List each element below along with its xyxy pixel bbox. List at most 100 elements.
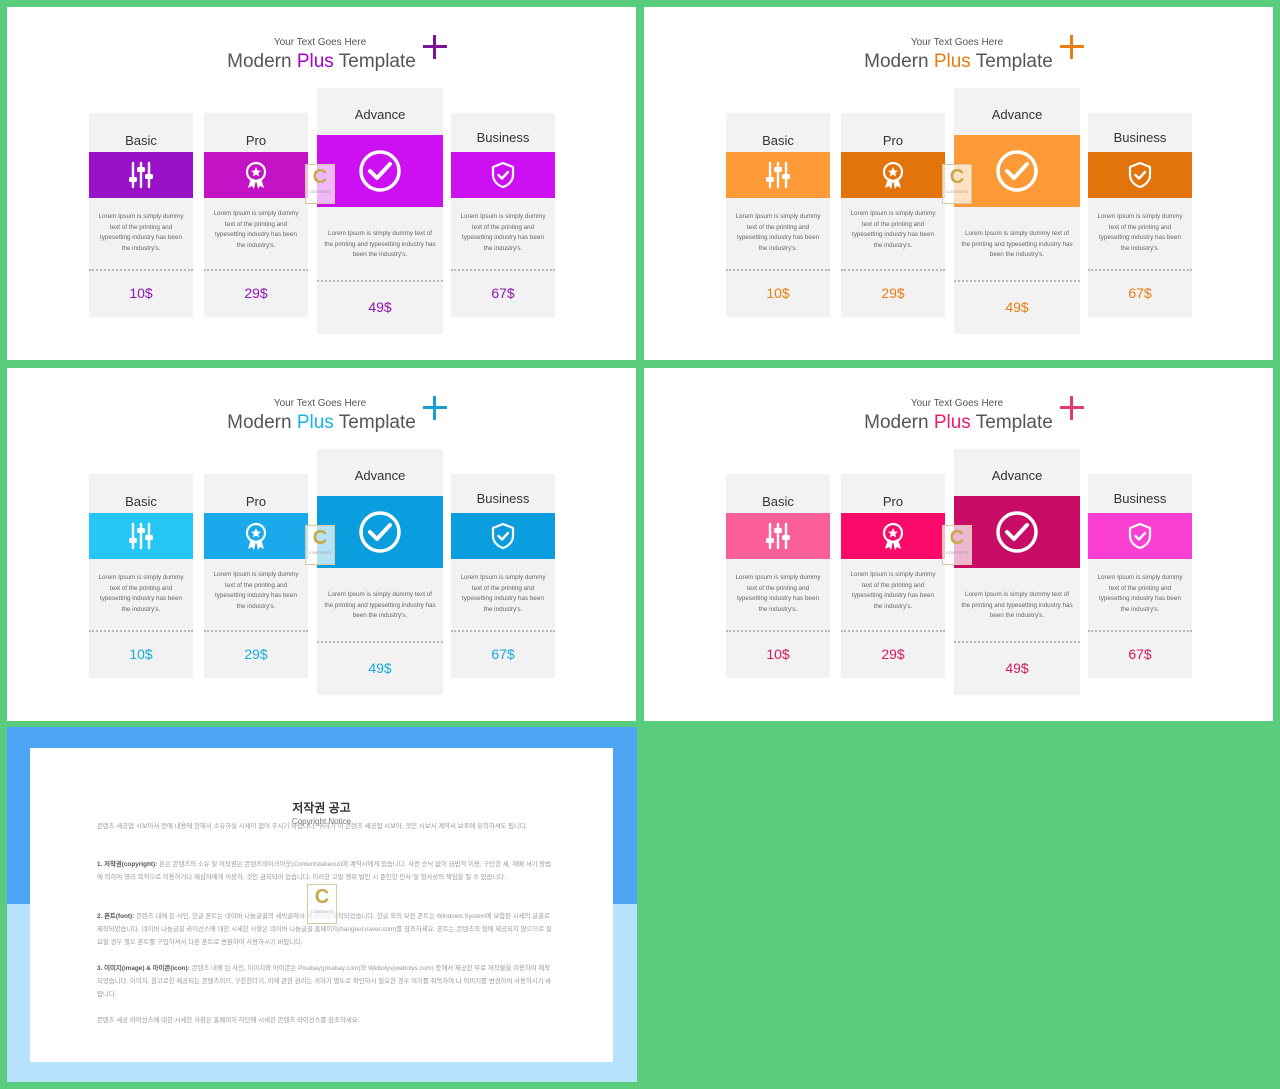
pricing-card-business[interactable]: Business Lorem Ipsum is simply dummy tex… <box>1088 474 1192 678</box>
watermark-text: CONTENTS <box>946 550 968 555</box>
plan-description: Lorem Ipsum is simply dummy text of the … <box>850 571 936 610</box>
plan-price: 29$ <box>881 646 905 662</box>
award-ribbon-icon <box>241 160 271 190</box>
title-accent: Plus <box>296 412 334 433</box>
pricing-card-basic[interactable]: Basic Lorem Ipsum is simply dummy text o… <box>89 113 193 317</box>
plan-name: Business <box>1113 491 1167 506</box>
pricing-card-advance[interactable]: Advance Lorem Ipsum is simply dummy text… <box>954 88 1080 334</box>
watermark-text: CONTENTS <box>309 189 331 194</box>
shield-check-icon <box>488 160 518 190</box>
plan-name: Business <box>1113 130 1167 145</box>
plan-divider <box>726 269 830 271</box>
title-prefix: Modern <box>864 412 934 433</box>
plan-divider <box>954 641 1080 643</box>
pricing-card-pro[interactable]: Pro Lorem Ipsum is simply dummy text of … <box>841 474 945 678</box>
plan-color-band <box>89 152 193 198</box>
slide-title: Modern Plus Template <box>644 51 1273 73</box>
pricing-slide: Your Text Goes Here Modern Plus Template… <box>7 7 636 360</box>
title-suffix: Template <box>333 51 416 72</box>
plan-description: Lorem Ipsum is simply dummy text of the … <box>961 230 1073 258</box>
plan-name: Business <box>476 130 530 145</box>
plan-price: 10$ <box>129 646 153 662</box>
plus-icon <box>423 396 447 420</box>
plan-price: 49$ <box>1005 660 1029 676</box>
watermark-stamp: C CONTENTS <box>305 525 335 565</box>
pricing-slide: Your Text Goes Here Modern Plus Template… <box>644 368 1273 721</box>
plan-name: Basic <box>762 133 794 148</box>
award-ribbon-icon <box>878 160 908 190</box>
plan-color-band <box>89 513 193 559</box>
plan-price: 67$ <box>1128 285 1152 301</box>
watermark-letter: C <box>949 166 965 188</box>
watermark-letter: C <box>314 886 330 908</box>
plan-price: 49$ <box>368 660 392 676</box>
plan-price: 10$ <box>766 285 790 301</box>
plan-description: Lorem Ipsum is simply dummy text of the … <box>460 213 546 252</box>
pricing-card-advance[interactable]: Advance Lorem Ipsum is simply dummy text… <box>317 88 443 334</box>
plan-price: 10$ <box>129 285 153 301</box>
plan-description: Lorem Ipsum is simply dummy text of the … <box>98 213 184 252</box>
pricing-card-business[interactable]: Business Lorem Ipsum is simply dummy tex… <box>451 474 555 678</box>
plan-name: Pro <box>245 133 267 148</box>
plan-description: Lorem Ipsum is simply dummy text of the … <box>98 574 184 613</box>
plan-color-band <box>841 152 945 198</box>
copyright-title: 저작권 공고 <box>292 801 351 815</box>
plan-divider <box>954 280 1080 282</box>
plan-name: Pro <box>245 494 267 509</box>
plan-color-band <box>954 496 1080 568</box>
watermark-stamp: C CONTENTS <box>305 164 335 204</box>
plan-color-band <box>954 135 1080 207</box>
slide-title: Modern Plus Template <box>7 412 636 434</box>
watermark-stamp: C CONTENTS <box>942 525 972 565</box>
plan-divider <box>89 269 193 271</box>
check-circle-icon <box>995 510 1039 554</box>
plan-description: Lorem Ipsum is simply dummy text of the … <box>324 230 436 258</box>
plan-price: 29$ <box>244 646 268 662</box>
pricing-card-advance[interactable]: Advance Lorem Ipsum is simply dummy text… <box>317 449 443 695</box>
title-prefix: Modern <box>227 51 297 72</box>
plan-price: 29$ <box>881 285 905 301</box>
plan-name: Pro <box>882 494 904 509</box>
watermark-text: CONTENTS <box>309 550 331 555</box>
slide-header: Your Text Goes Here Modern Plus Template <box>7 37 636 73</box>
plan-price: 49$ <box>1005 299 1029 315</box>
copyright-subtitle: Copyright Notice <box>291 817 352 826</box>
plan-divider <box>317 280 443 282</box>
pricing-card-pro[interactable]: Pro Lorem Ipsum is simply dummy text of … <box>204 113 308 317</box>
check-circle-icon <box>995 149 1039 193</box>
plan-divider <box>317 641 443 643</box>
plan-price: 67$ <box>491 646 515 662</box>
plan-color-band <box>204 513 308 559</box>
slide-subtitle: Your Text Goes Here <box>273 37 367 48</box>
pricing-card-basic[interactable]: Basic Lorem Ipsum is simply dummy text o… <box>89 474 193 678</box>
copyright-section-2-head: 2. 폰트(font): <box>97 913 135 920</box>
slide-header: Your Text Goes Here Modern Plus Template <box>644 398 1273 434</box>
plan-color-band <box>1088 513 1192 559</box>
title-accent: Plus <box>296 51 334 72</box>
plan-color-band <box>451 513 555 559</box>
pricing-card-basic[interactable]: Basic Lorem Ipsum is simply dummy text o… <box>726 113 830 317</box>
plan-name: Basic <box>125 494 157 509</box>
copyright-intro: 콘텐츠 세공업 시보아서 전에 내용에 한해서 소유하실 시세이 없어 주시기 … <box>97 823 528 830</box>
watermark-letter: C <box>312 527 328 549</box>
pricing-card-advance[interactable]: Advance Lorem Ipsum is simply dummy text… <box>954 449 1080 695</box>
pricing-card-pro[interactable]: Pro Lorem Ipsum is simply dummy text of … <box>841 113 945 317</box>
plan-color-band <box>1088 152 1192 198</box>
shield-check-icon <box>488 521 518 551</box>
watermark-text: CONTENTS <box>311 909 333 914</box>
title-prefix: Modern <box>864 51 934 72</box>
slide-subtitle: Your Text Goes Here <box>910 37 1004 48</box>
plan-color-band <box>726 152 830 198</box>
plan-color-band <box>451 152 555 198</box>
pricing-card-business[interactable]: Business Lorem Ipsum is simply dummy tex… <box>451 113 555 317</box>
plan-divider <box>451 630 555 632</box>
plus-icon <box>423 35 447 59</box>
pricing-card-business[interactable]: Business Lorem Ipsum is simply dummy tex… <box>1088 113 1192 317</box>
plan-price: 10$ <box>766 646 790 662</box>
pricing-card-basic[interactable]: Basic Lorem Ipsum is simply dummy text o… <box>726 474 830 678</box>
plan-price: 29$ <box>244 285 268 301</box>
award-ribbon-icon <box>241 521 271 551</box>
title-suffix: Template <box>970 51 1053 72</box>
pricing-card-pro[interactable]: Pro Lorem Ipsum is simply dummy text of … <box>204 474 308 678</box>
watermark-stamp: C CONTENTS <box>307 884 337 924</box>
